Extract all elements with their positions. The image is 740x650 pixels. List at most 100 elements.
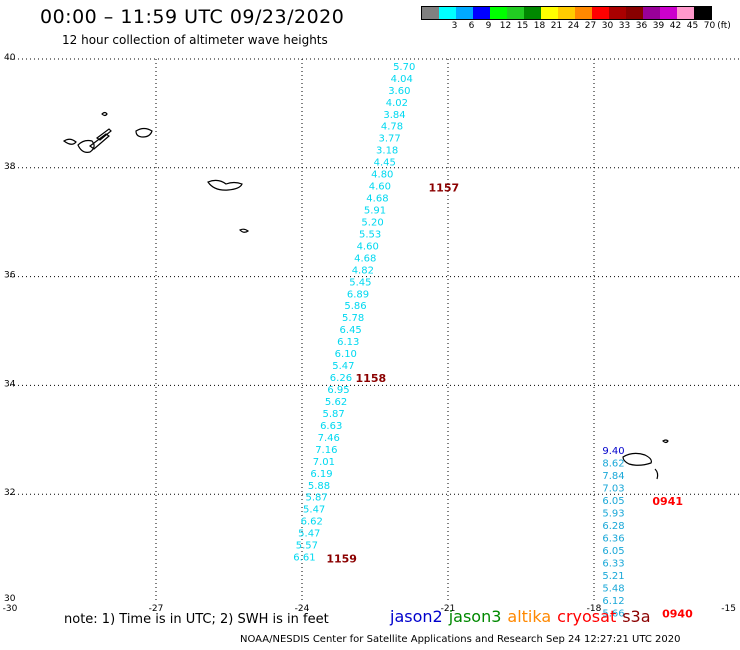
wave-height-value: 5.66	[602, 609, 624, 620]
wave-height-value: 4.60	[357, 241, 379, 252]
map-frame	[10, 59, 739, 603]
lon-tick-label: -24	[295, 604, 310, 614]
wave-height-value: 6.28	[602, 521, 624, 532]
wave-height-value: 5.47	[298, 529, 320, 540]
lat-tick-label: 40	[4, 53, 16, 63]
wave-height-value: 5.88	[308, 481, 330, 492]
wave-height-value: 3.18	[376, 146, 398, 157]
colorbar-label: 42	[669, 21, 682, 31]
wave-height-value: 6.33	[602, 559, 624, 570]
wave-height-value: 3.84	[383, 110, 405, 121]
lon-tick-label: -15	[721, 604, 736, 614]
colorbar-label: 45	[686, 21, 699, 31]
wave-height-value: 5.93	[602, 509, 624, 520]
wave-height-value: 6.36	[602, 534, 624, 545]
wave-height-value: 7.16	[315, 445, 337, 456]
colorbar-label: 24	[567, 21, 580, 31]
lon-tick-label: -27	[149, 604, 164, 614]
pass-time-label: 1159	[326, 553, 357, 566]
wave-height-value: 5.53	[359, 229, 381, 240]
colorbar-swatch	[609, 7, 626, 19]
wave-height-value: 4.68	[354, 253, 376, 264]
wave-height-value: 6.13	[337, 337, 359, 348]
colorbar-swatch	[694, 7, 711, 19]
colorbar-swatch	[507, 7, 524, 19]
wave-height-value: 6.62	[301, 517, 323, 528]
colorbar-label: 12	[499, 21, 512, 31]
pass-time-label: 1158	[356, 372, 387, 385]
colorbar-swatch	[541, 7, 558, 19]
colorbar-unit: (ft)	[717, 21, 731, 31]
wave-height-value: 3.77	[378, 134, 400, 145]
wave-height-value: 6.05	[602, 496, 624, 507]
island-outline	[62, 138, 77, 145]
island-outline	[207, 179, 243, 191]
colorbar-swatch	[558, 7, 575, 19]
wave-height-colorbar	[421, 6, 712, 20]
legend-s3a: s3a	[622, 607, 651, 626]
wave-height-value: 6.95	[327, 385, 349, 396]
wave-height-value: 5.21	[602, 571, 624, 582]
wave-height-value: 5.91	[364, 205, 386, 216]
wave-height-value: 6.45	[340, 325, 362, 336]
colorbar-swatch	[439, 7, 456, 19]
colorbar-label: 30	[601, 21, 614, 31]
wave-height-value: 7.03	[602, 483, 624, 494]
wave-height-value: 5.47	[332, 361, 354, 372]
wave-height-value: 4.04	[391, 74, 413, 85]
colorbar-swatch	[592, 7, 609, 19]
colorbar-swatch	[626, 7, 643, 19]
wave-height-value: 4.60	[369, 182, 391, 193]
wave-height-value: 4.80	[371, 170, 393, 181]
wave-height-value: 5.48	[602, 584, 624, 595]
legend-jason3: jason3	[448, 607, 502, 626]
colorbar-label: 15	[516, 21, 529, 31]
wave-height-value: 7.01	[313, 457, 335, 468]
colorbar-label: 36	[635, 21, 648, 31]
wave-height-value: 5.87	[323, 409, 345, 420]
wave-height-value: 5.70	[393, 62, 415, 73]
wave-height-value: 9.40	[602, 446, 624, 457]
legend-cryosat: cryosat	[557, 607, 617, 626]
units-note: note: 1) Time is in UTC; 2) SWH is in fe…	[64, 612, 329, 627]
wave-height-value: 5.86	[344, 301, 366, 312]
island-outline	[135, 127, 153, 138]
colorbar-swatch	[575, 7, 592, 19]
island-outline	[238, 228, 250, 233]
lon-tick-label: -30	[3, 604, 18, 614]
colorbar-label: 21	[550, 21, 563, 31]
lat-tick-label: 30	[4, 594, 16, 604]
island-outline	[89, 133, 110, 150]
colorbar-swatch	[677, 7, 694, 19]
wave-height-value: 5.20	[361, 217, 383, 228]
colorbar-swatch	[456, 7, 473, 19]
wave-height-value: 3.60	[388, 86, 410, 97]
wave-height-value: 6.05	[602, 546, 624, 557]
colorbar-label: 6	[468, 21, 475, 31]
lon-tick-label: -18	[587, 604, 602, 614]
chart-title: 00:00 – 11:59 UTC 09/23/2020	[40, 6, 345, 28]
pass-time-label: 1157	[429, 182, 460, 195]
satellite-legend: jason2 jason3 altika cryosat s3a	[390, 607, 657, 626]
colorbar-swatch	[524, 7, 541, 19]
wave-height-value: 6.19	[310, 469, 332, 480]
wave-height-value: 4.68	[366, 194, 388, 205]
colorbar-label: 18	[533, 21, 546, 31]
colorbar-label: 70	[703, 21, 716, 31]
island-outline	[622, 452, 652, 466]
island-outline	[662, 439, 669, 444]
lat-tick-label: 36	[4, 271, 16, 281]
colorbar-swatch	[490, 7, 507, 19]
colorbar-label: 33	[618, 21, 631, 31]
wave-height-value: 7.84	[602, 471, 624, 482]
colorbar-swatch	[660, 7, 677, 19]
pass-time-label: 0941	[652, 495, 683, 508]
wave-height-value: 8.62	[602, 458, 624, 469]
wave-height-value: 5.78	[342, 313, 364, 324]
pass-time-label: 0940	[662, 608, 693, 621]
wave-height-value: 6.89	[347, 289, 369, 300]
colorbar-swatch	[473, 7, 490, 19]
colorbar-label: 3	[451, 21, 458, 31]
island-outline	[101, 111, 108, 117]
